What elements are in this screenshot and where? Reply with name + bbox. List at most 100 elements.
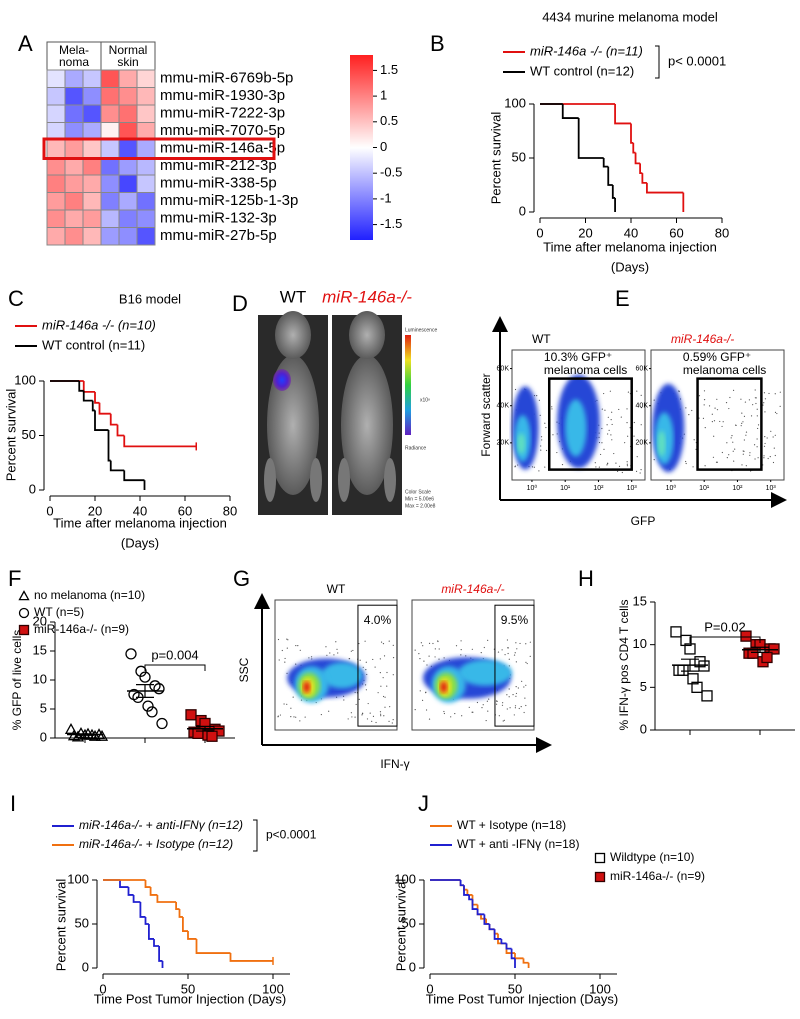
event-dot — [595, 466, 597, 468]
event-dot — [618, 465, 621, 467]
survival-step — [459, 880, 464, 887]
survival-step — [577, 118, 604, 159]
event-dot — [422, 645, 424, 647]
data-point — [694, 656, 706, 668]
x-tick-label: 40 — [133, 503, 147, 518]
heatmap-cell — [136, 209, 156, 228]
event-dot — [337, 652, 339, 654]
event-dot — [545, 449, 548, 452]
colorbar-tick-label: 1 — [380, 88, 387, 103]
event-dot — [343, 699, 345, 701]
event-dot — [350, 712, 352, 714]
x-axis-label: Time after melanoma injection — [53, 515, 227, 530]
x-axis-label: Time after melanoma injection — [543, 239, 717, 254]
heatmap-cell — [136, 87, 156, 106]
heatmap-cell — [82, 157, 102, 176]
event-dot — [776, 412, 778, 415]
x-tick-label: 10² — [732, 485, 743, 492]
heatmap-cell — [118, 209, 138, 228]
y-tick-label: 100 — [394, 871, 416, 886]
event-dot — [636, 456, 638, 458]
event-dot — [722, 421, 724, 423]
chart-title: B16 model — [119, 291, 181, 306]
event-dot — [450, 716, 452, 718]
event-dot — [755, 402, 757, 405]
event-dot — [774, 454, 776, 457]
event-dot — [515, 661, 517, 663]
event-dot — [365, 689, 367, 691]
event-dot — [468, 706, 470, 708]
y-tick-label: 0 — [29, 481, 36, 496]
event-dot — [420, 642, 422, 644]
x-tick-label: 10⁰ — [527, 484, 538, 492]
event-dot — [620, 416, 622, 418]
event-dot — [636, 390, 638, 392]
event-dot — [392, 656, 395, 659]
survival-step — [471, 899, 478, 910]
panel-letter: I — [10, 791, 16, 816]
y-axis-label: Percent survival — [393, 879, 408, 972]
event-dot — [626, 422, 628, 424]
event-dot — [369, 712, 371, 714]
event-dot — [367, 702, 369, 705]
event-dot — [361, 714, 363, 716]
plot-title: WT — [532, 332, 551, 346]
legend-label: WT control (n=12) — [530, 63, 634, 78]
legend-label: miR-146a-/- + Isotype (n=12) — [79, 837, 233, 851]
heatmap-cell — [82, 209, 102, 228]
event-dot — [611, 439, 613, 441]
survival-step — [463, 885, 470, 896]
event-dot — [366, 673, 368, 676]
x-tick-label: 60 — [178, 503, 192, 518]
legend-label: miR-146a-/- (n=9) — [34, 622, 129, 636]
heatmap-cell — [64, 104, 84, 123]
event-dot — [768, 392, 770, 395]
event-dot — [529, 641, 531, 643]
event-dot — [704, 427, 706, 429]
event-dot — [764, 442, 766, 445]
panel-letter: D — [232, 291, 248, 316]
event-dot — [734, 448, 736, 450]
event-dot — [610, 419, 612, 421]
data-point — [95, 729, 109, 741]
event-dot — [286, 703, 288, 705]
event-dot — [629, 427, 631, 429]
heatmap-cell — [64, 227, 84, 246]
survival-step — [483, 914, 490, 925]
event-dot — [520, 706, 522, 708]
event-dot — [653, 459, 655, 461]
data-point — [747, 647, 759, 659]
survival-step — [178, 909, 183, 918]
x-tick-label: 10⁰ — [666, 484, 677, 492]
error-bar — [751, 646, 769, 653]
survival-step — [109, 413, 118, 426]
event-dot — [742, 453, 744, 455]
event-dot — [601, 408, 603, 410]
survival-step — [614, 104, 631, 125]
gate-label: melanoma cells — [683, 363, 766, 377]
row-label: mmu-miR-7070-5p — [160, 122, 285, 139]
annotation: p< 0.0001 — [668, 53, 726, 68]
event-dot — [763, 392, 766, 394]
event-dot — [326, 654, 328, 656]
event-dot — [748, 399, 750, 401]
y-axis-label: % IFN-γ pos CD4 T cells — [617, 600, 631, 731]
event-dot — [514, 705, 517, 707]
event-dot — [616, 470, 619, 472]
event-dot — [502, 720, 504, 722]
y-tick-label: 0 — [519, 203, 526, 218]
data-point — [768, 643, 780, 655]
survival-step — [182, 916, 188, 932]
x-tick-label: 50 — [181, 981, 195, 996]
event-dot — [769, 456, 771, 458]
heatmap-cell — [82, 192, 102, 211]
event-dot — [598, 466, 600, 468]
event-dot — [507, 647, 509, 649]
event-dot — [610, 434, 612, 436]
event-dot — [351, 716, 353, 718]
event-dot — [488, 698, 490, 700]
x-tick-label: 0 — [536, 225, 543, 240]
survival-step — [156, 894, 177, 903]
density-cloud — [517, 433, 526, 454]
event-dot — [290, 716, 292, 718]
